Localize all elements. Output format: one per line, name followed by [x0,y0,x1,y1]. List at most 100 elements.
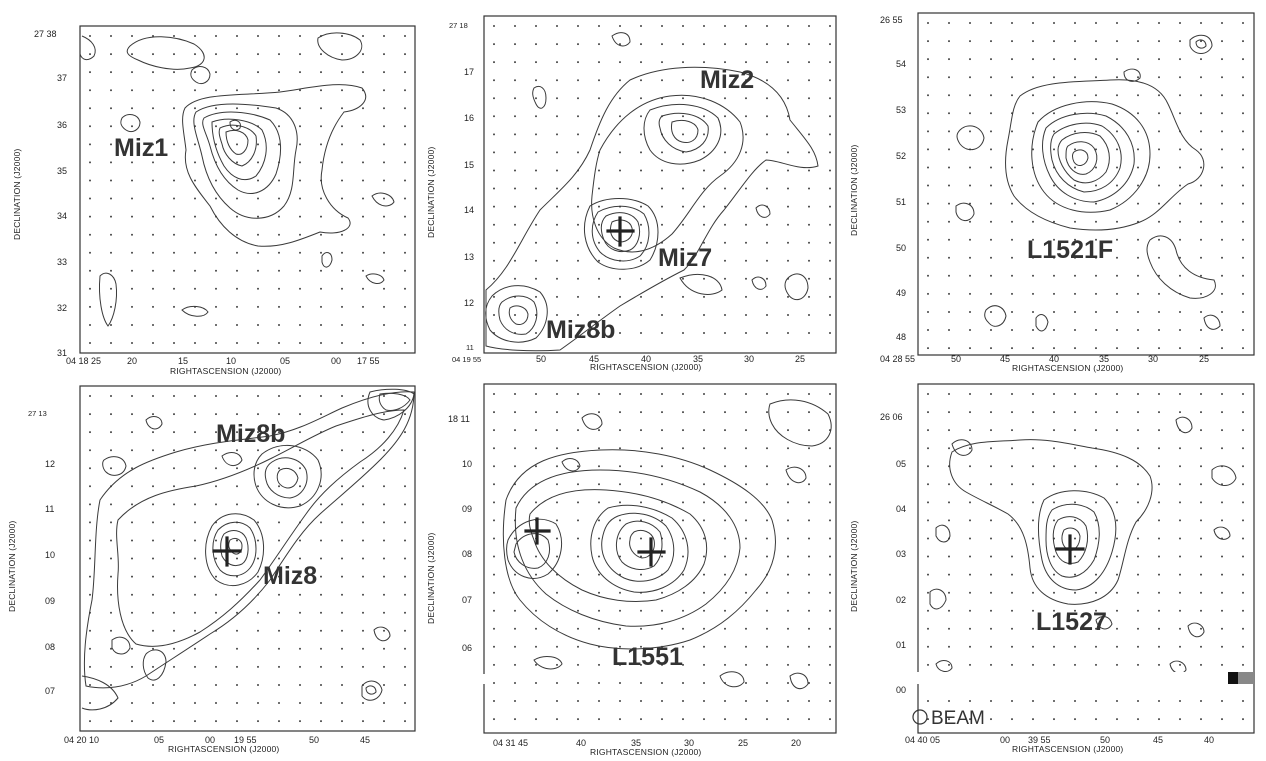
grid-dot [1095,591,1097,594]
grid-dot [927,202,929,205]
grid-dot [598,591,600,594]
contour-level-5 [601,512,675,582]
grid-dot [1011,591,1013,594]
x-tick-label: 10 [226,356,236,366]
contour-south-blob [142,649,167,681]
grid-dot [703,555,705,558]
contour-miz8b-2 [498,295,538,335]
grid-dot [703,519,705,522]
contour-blob-ne [1189,34,1213,54]
grid-dot [1242,76,1244,79]
grid-dot [1200,645,1202,648]
contour-blob-2 [120,114,141,133]
grid-dot [969,465,971,468]
grid-dot [1053,483,1055,486]
grid-dot [383,395,385,397]
x-tick-label: 25 [738,738,748,748]
grid-dot [990,274,992,277]
grid-dot [969,718,971,721]
grid-dot [535,700,537,702]
grid-dot [948,429,950,432]
grid-dot [556,151,558,154]
grid-dot [110,53,112,56]
grid-dot [1158,112,1160,115]
grid-dot [404,467,406,470]
y-tick-label: 53 [896,105,906,115]
grid-dot [745,555,747,558]
grid-dot [969,274,971,277]
grid-dot [320,89,322,92]
grid-dot [1011,483,1013,486]
contours [485,32,819,352]
grid-dot [619,411,621,414]
grid-dot [1242,555,1244,558]
grid-dot [745,501,747,504]
grid-dot [703,151,705,154]
grid-dot [990,166,992,169]
contour-level-3 [643,104,722,165]
grid-dot [724,591,726,594]
grid-dot [257,449,259,452]
grid-dot [990,130,992,133]
grid-dot [493,573,495,576]
grid-dot [556,259,558,262]
grid-dot [598,483,600,486]
contour-west-2 [513,533,551,569]
grid-dot [89,305,91,308]
grid-dot [787,483,789,486]
grid-dot [1032,347,1034,350]
grid-dot [110,647,112,650]
y-tick-label: 34 [57,211,67,221]
grid-dot [766,718,768,721]
grid-dot [1137,130,1139,133]
grid-dot [278,539,280,542]
grid-dot [1200,112,1202,115]
grid-dot [1053,292,1055,295]
grid-dot [556,277,558,280]
grid-dot [1053,429,1055,432]
grid-dot [362,143,364,146]
grid-dot [535,609,537,612]
grid-dot [493,187,495,190]
grid-dot [766,555,768,558]
grid-dot [341,647,343,650]
grid-dot [927,347,929,350]
grid-dot [1179,58,1181,61]
grid-dot [493,259,495,262]
grid-dot [745,519,747,522]
grid-dot [1221,58,1223,61]
grid-dot [299,233,301,236]
grid-dot [404,125,406,128]
contour-w2 [929,588,947,610]
grid-dot [577,555,579,558]
grid-dot [535,718,537,721]
x-tick-label: 04 18 25 [66,356,101,366]
grid-dot [320,684,322,686]
grid-dot [745,393,747,395]
grid-dot [1095,411,1097,414]
grid-dot [745,663,747,666]
grid-dot [766,537,768,540]
grid-dot [152,251,154,254]
y-tick-label: 36 [57,120,67,130]
grid-dot [829,169,831,172]
grid-dot [577,519,579,522]
grid-dot [1221,411,1223,414]
grid-dot [299,287,301,290]
grid-dot [493,295,495,298]
grid-dot [341,539,343,542]
grid-dot [808,393,810,395]
grid-dot [1116,58,1118,61]
grid-dot [362,629,364,632]
grid-dots [89,395,406,723]
grid-dot [787,663,789,666]
grid-dot [383,342,385,344]
grid-dot [829,295,831,298]
grid-dot [1074,609,1076,612]
x-tick-label: 40 [1204,735,1214,745]
grid-dot [1137,609,1139,612]
grid-dot [661,447,663,450]
grid-dot [236,269,238,272]
grid-dot [89,449,91,452]
grid-dot [1242,58,1244,61]
